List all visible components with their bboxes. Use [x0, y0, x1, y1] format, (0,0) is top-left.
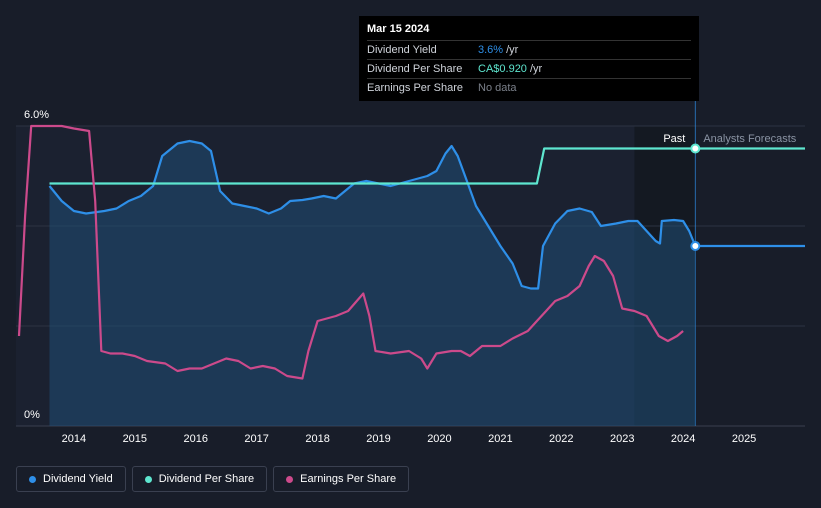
legend-item-dividend-yield[interactable]: Dividend Yield [16, 466, 126, 492]
tooltip-row-label: Earnings Per Share [367, 82, 463, 94]
legend-dot-icon [286, 475, 294, 483]
tooltip-row-value: CA$0.920 [478, 63, 527, 75]
tooltip-date: Mar 15 2024 [367, 23, 430, 35]
x-tick-label: 2023 [610, 433, 634, 445]
dividend-yield-marker [690, 241, 701, 251]
x-tick-label: 2024 [671, 433, 695, 445]
dividend-per-share-line [49, 147, 805, 185]
x-tick-label: 2021 [488, 433, 512, 445]
past-label: Past [663, 133, 685, 145]
tooltip-row-value: No data [478, 82, 517, 94]
forecast-label: Analysts Forecasts [703, 133, 796, 145]
x-tick-label: 2025 [732, 433, 756, 445]
x-tick-label: 2014 [62, 433, 86, 445]
tooltip-row-unit: /yr [529, 63, 543, 75]
y-bottom-label: 0% [24, 409, 40, 421]
legend-label: Dividend Per Share [158, 473, 255, 485]
legend-dot-icon [29, 475, 36, 483]
tooltip-row-earnings-per-share: Earnings Per Share No data [367, 78, 691, 97]
y-top-label: 6.0% [24, 109, 49, 121]
legend-item-dividend-per-share[interactable]: Dividend Per Share [131, 466, 268, 492]
legend-label: Earnings Per Share [300, 473, 397, 485]
tooltip-row-dividend-yield: Dividend Yield 3.6% /yr [367, 40, 691, 59]
tooltip-row-label: Dividend Per Share [367, 63, 463, 75]
x-tick-label: 2016 [183, 433, 207, 445]
legend-label: Dividend Yield [43, 473, 113, 485]
x-tick-label: 2019 [366, 433, 390, 445]
tooltip: Mar 15 2024 Dividend Yield 3.6% /yr Divi… [359, 16, 699, 101]
dividend-yield-line [48, 139, 805, 290]
legend: Dividend Yield Dividend Per Share Earnin… [16, 466, 410, 492]
dividend-yield-area [49, 141, 696, 426]
x-tick-label: 2018 [305, 433, 329, 445]
x-tick-label: 2015 [123, 433, 147, 445]
earnings-per-share-line [17, 124, 684, 380]
dividend-per-share-marker [690, 143, 701, 154]
legend-dot-icon [144, 475, 152, 483]
x-tick-label: 2020 [427, 433, 451, 445]
legend-item-earnings-per-share[interactable]: Earnings Per Share [273, 466, 410, 492]
tooltip-row-label: Dividend Yield [367, 44, 437, 56]
x-tick-label: 2017 [244, 433, 268, 445]
tooltip-row-value: 3.6% [478, 44, 504, 56]
tooltip-row-dividend-per-share: Dividend Per Share CA$0.920 /yr [367, 59, 691, 78]
tooltip-row-unit: /yr [506, 44, 519, 56]
x-tick-label: 2022 [549, 433, 573, 445]
